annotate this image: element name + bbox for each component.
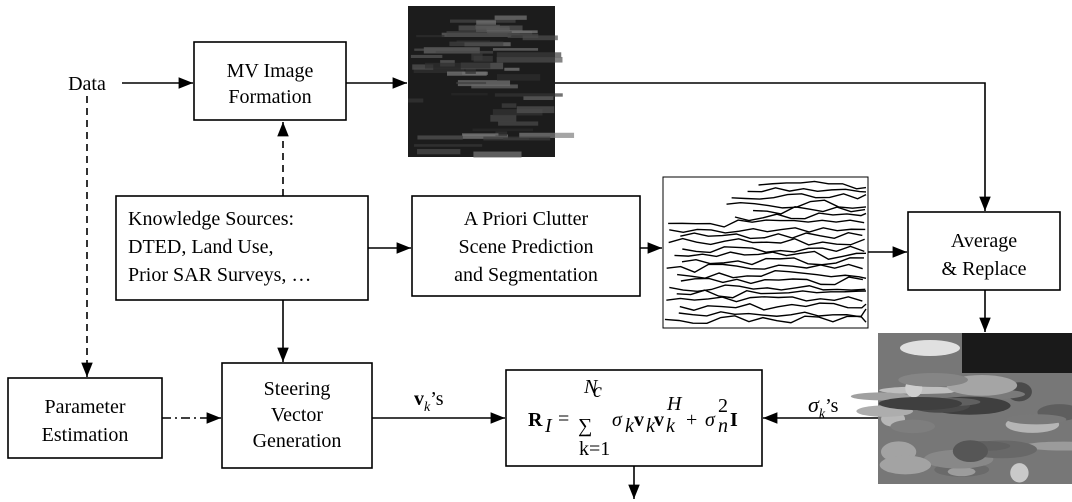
formula-part: R	[528, 409, 543, 431]
texture	[471, 84, 518, 88]
edge-label: vk’s	[414, 388, 444, 415]
formula-part: n	[718, 415, 728, 437]
formula-part: =	[558, 408, 569, 430]
texture	[476, 26, 509, 32]
texture	[408, 98, 423, 102]
texture	[1010, 463, 1028, 482]
texture	[502, 103, 517, 107]
replaced-image	[851, 333, 1072, 484]
formula-part: I	[544, 415, 553, 437]
texture	[483, 137, 550, 141]
texture	[948, 467, 976, 476]
formula-part: H	[666, 393, 683, 415]
formula-part: σ	[612, 409, 623, 431]
texture	[411, 55, 442, 58]
texture	[495, 93, 563, 96]
texture	[414, 49, 453, 51]
formula-part: k=1	[579, 438, 610, 460]
texture	[449, 42, 503, 46]
texture	[476, 20, 496, 24]
texture	[497, 57, 563, 63]
box-label: MV Image	[227, 60, 314, 82]
texture	[900, 340, 960, 356]
symbol: v	[414, 388, 424, 410]
box-label: Knowledge Sources:	[128, 208, 294, 230]
box-label: and Segmentation	[454, 264, 598, 286]
texture	[436, 51, 493, 54]
texture	[471, 54, 482, 61]
data-label: Data	[68, 73, 106, 95]
mv-image	[408, 6, 574, 158]
texture	[473, 152, 521, 158]
texture	[451, 93, 487, 95]
texture	[456, 82, 486, 84]
box-label: Formation	[228, 86, 311, 108]
box-label: Prior SAR Surveys, …	[128, 264, 311, 286]
formula-part: +	[686, 409, 697, 431]
texture	[898, 373, 968, 387]
box-label: Parameter	[44, 396, 125, 418]
texture	[490, 115, 516, 122]
texture	[504, 68, 519, 71]
box-label: A Priori Clutter	[464, 208, 589, 230]
box-label: Steering	[264, 378, 331, 400]
formula-part: v	[634, 409, 644, 431]
parameter-box	[8, 378, 162, 458]
texture	[417, 149, 460, 154]
suffix: ’s	[430, 388, 444, 410]
texture	[495, 16, 527, 20]
texture	[462, 133, 498, 135]
texture	[508, 34, 539, 38]
formula-part: k	[666, 415, 676, 437]
box-label: Scene Prediction	[459, 236, 594, 258]
texture	[493, 48, 538, 51]
diagram: Data MV Image Formation Knowledge Sources:…	[0, 0, 1072, 502]
formula-part: c	[593, 380, 602, 402]
texture	[497, 52, 561, 57]
formula-part: 2	[718, 395, 728, 417]
formula-part: v	[654, 409, 664, 431]
texture	[497, 74, 540, 81]
texture	[523, 96, 553, 100]
suffix: ’s	[825, 395, 839, 417]
texture	[417, 135, 462, 139]
texture	[890, 420, 935, 434]
texture	[880, 456, 931, 475]
texture	[472, 128, 533, 131]
texture	[953, 440, 988, 462]
box-label: Estimation	[42, 424, 129, 446]
texture	[517, 106, 555, 113]
texture	[879, 397, 962, 410]
texture	[962, 333, 1072, 373]
texture	[414, 144, 482, 147]
texture	[416, 35, 444, 37]
formula-part: ∑	[578, 415, 592, 437]
texture	[425, 63, 490, 69]
box-label: DTED, Land Use,	[128, 236, 274, 258]
formula-part: I	[730, 409, 738, 431]
texture	[1007, 414, 1067, 424]
texture	[498, 121, 538, 125]
segmentation-image	[663, 177, 868, 328]
box-label: & Replace	[942, 258, 1027, 280]
box-label: Average	[951, 230, 1017, 252]
formula-part: σ	[705, 409, 716, 431]
box-label: Vector	[271, 404, 324, 426]
box-label: Generation	[253, 430, 342, 452]
